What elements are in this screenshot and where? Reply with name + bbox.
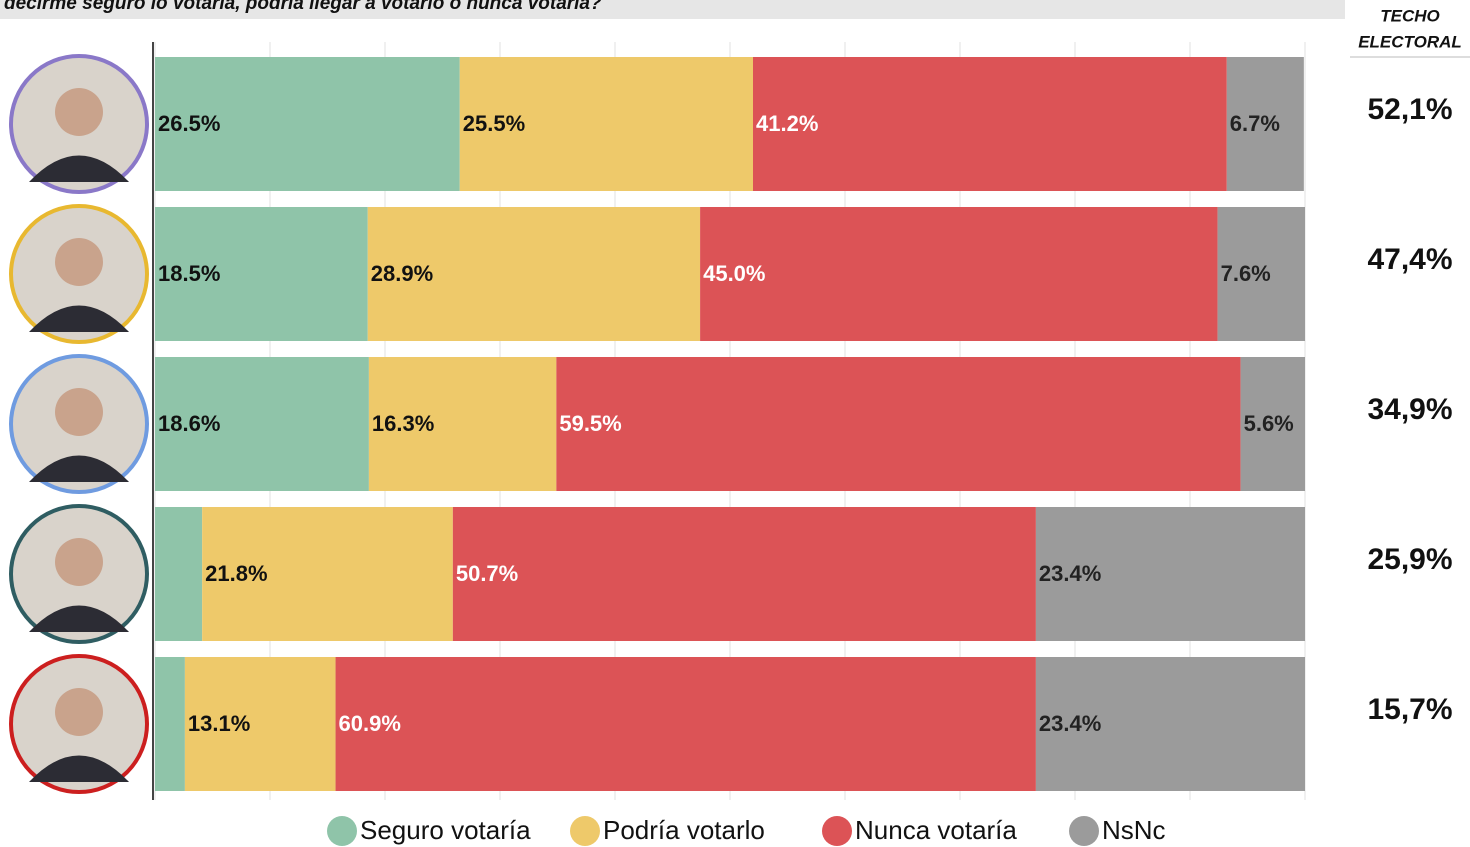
bar-segment [753, 57, 1227, 191]
photo-body [29, 305, 129, 332]
value-label: 28.9% [371, 261, 433, 286]
bar-segment [202, 507, 453, 641]
legend-swatch [327, 816, 357, 846]
value-label: 23.4% [1039, 711, 1101, 736]
value-label: 60.9% [339, 711, 401, 736]
bar-segment [155, 357, 369, 491]
value-label: 7.6% [1221, 261, 1271, 286]
bar-segment [1217, 207, 1305, 341]
legend-swatch [1069, 816, 1099, 846]
bar-segment [155, 507, 203, 641]
value-label: 23.4% [1039, 561, 1101, 586]
bar-segment [155, 657, 185, 791]
legend-label: Podría votarlo [603, 815, 765, 845]
techo-value: 52,1% [1367, 93, 1452, 126]
value-label: 5.6% [1244, 411, 1294, 436]
photo-head [55, 88, 103, 136]
value-label: 6.7% [1230, 111, 1280, 136]
techo-value: 15,7% [1367, 693, 1452, 726]
bar-segment [1240, 357, 1305, 491]
techo-value: 47,4% [1367, 243, 1452, 276]
legend-label: NsNc [1102, 815, 1166, 845]
bar-segment [700, 207, 1218, 341]
value-label: 18.6% [158, 411, 220, 436]
value-label: 25.5% [463, 111, 525, 136]
legend-label: Seguro votaría [360, 815, 531, 845]
value-label: 50.7% [456, 561, 518, 586]
photo-body [29, 155, 129, 182]
legend-swatch [570, 816, 600, 846]
value-label: 26.5% [158, 111, 220, 136]
title-band [0, 0, 1345, 19]
techo-value: 25,9% [1367, 543, 1452, 576]
value-label: 41.2% [756, 111, 818, 136]
value-label: 18.5% [158, 261, 220, 286]
bar-segment [368, 357, 557, 491]
value-label: 13.1% [188, 711, 250, 736]
legend-swatch [822, 816, 852, 846]
bar-segment [556, 357, 1241, 491]
photo-head [55, 388, 103, 436]
photos [9, 54, 149, 794]
bar-segment [335, 657, 1036, 791]
bar-segment [452, 507, 1036, 641]
photo-head [55, 688, 103, 736]
bar-segment [155, 207, 368, 341]
photo-head [55, 238, 103, 286]
techo-value: 34,9% [1367, 393, 1452, 426]
legend-label: Nunca votaría [855, 815, 1017, 845]
chart-title: decirme seguro lo votaría, podría llegar… [4, 0, 602, 14]
bar-segment [1226, 57, 1304, 191]
bar-segment [1035, 657, 1305, 791]
bar-segment [184, 657, 336, 791]
bar-segment [1035, 507, 1305, 641]
value-label: 16.3% [372, 411, 434, 436]
photo-body [29, 755, 129, 782]
techo-header: TECHO [1380, 6, 1440, 25]
bar-segment [459, 57, 753, 191]
photo-body [29, 455, 129, 482]
bar-segment [155, 57, 460, 191]
bar-segment [367, 207, 701, 341]
techo-header: ELECTORAL [1358, 32, 1462, 51]
value-label: 21.8% [205, 561, 267, 586]
value-label: 59.5% [559, 411, 621, 436]
photo-body [29, 605, 129, 632]
photo-head [55, 538, 103, 586]
value-label: 45.0% [703, 261, 765, 286]
